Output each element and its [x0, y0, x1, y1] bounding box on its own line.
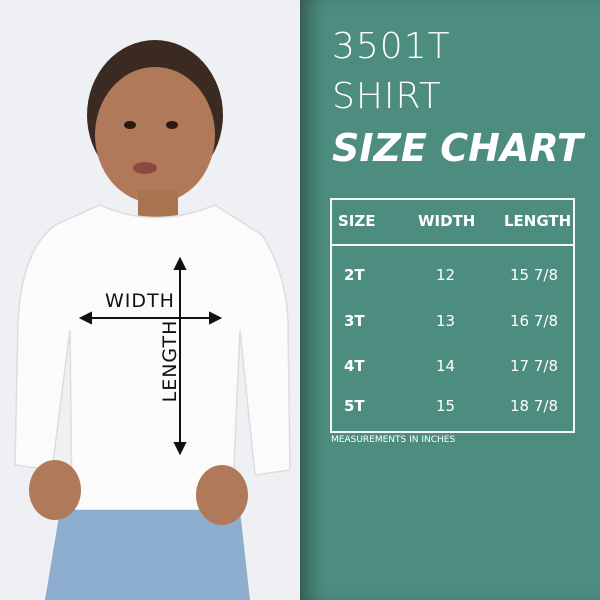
row-size: 2T — [344, 266, 365, 284]
row-length: 16 7/8 — [510, 312, 558, 330]
jeans — [45, 510, 250, 600]
hand-left — [29, 460, 81, 520]
row-length: 18 7/8 — [510, 397, 558, 415]
hand-right — [196, 465, 248, 525]
model-photo: WIDTH LENGTH — [0, 0, 300, 600]
chart-title: SIZE CHART — [332, 126, 583, 170]
row-length: 15 7/8 — [510, 266, 558, 284]
row-width: 15 — [436, 397, 456, 415]
size-chart-panel — [300, 0, 600, 600]
measurement-note: MEASUREMENTS IN INCHES — [331, 435, 456, 445]
shirt — [14, 204, 291, 511]
measure-arrows — [78, 256, 223, 456]
row-length: 17 7/8 — [510, 357, 558, 375]
row-width: 12 — [436, 266, 456, 284]
width-label: WIDTH — [105, 290, 175, 312]
row-width: 13 — [436, 312, 456, 330]
header-size: SIZE — [338, 212, 376, 230]
header-length: LENGTH — [504, 212, 572, 230]
face — [95, 67, 215, 203]
child-shirt-illustration — [14, 40, 291, 600]
product-type: SHIRT — [332, 76, 442, 117]
row-size: 3T — [344, 312, 365, 330]
length-label: LENGTH — [159, 319, 181, 403]
row-size: 4T — [344, 357, 365, 375]
table-header: SIZE WIDTH LENGTH — [332, 200, 573, 246]
size-table: SIZE WIDTH LENGTH 2T 12 15 7/8 3T 13 16 … — [330, 198, 575, 433]
row-width: 14 — [436, 357, 456, 375]
product-code: 3501T — [332, 26, 451, 67]
header-width: WIDTH — [418, 212, 476, 230]
row-size: 5T — [344, 397, 365, 415]
